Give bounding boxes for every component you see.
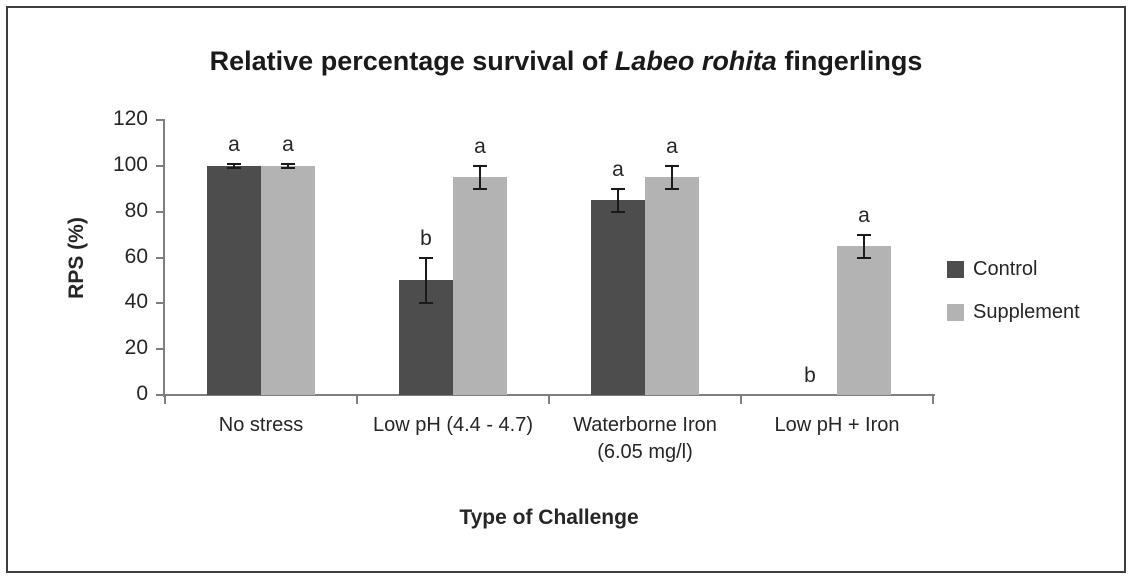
error-bar-cap-bottom-control-2	[611, 210, 625, 213]
legend-swatch-supplement	[947, 303, 964, 321]
error-bar-supplement-0	[287, 163, 289, 169]
error-bar-control-1	[425, 257, 427, 304]
error-bar-cap-bottom-supplement-2	[665, 187, 679, 190]
error-bar-cap-bottom-control-0	[227, 167, 241, 170]
chart-title: Relative percentage survival of Labeo ro…	[0, 46, 1132, 77]
legend-swatch-control	[947, 260, 964, 278]
significance-letter-control-0: a	[228, 132, 240, 156]
error-bar-cap-top-supplement-0	[281, 162, 295, 165]
y-tick-label-120: 120	[112, 107, 148, 130]
y-tick-120	[156, 119, 164, 121]
y-axis-line	[163, 119, 165, 397]
significance-letter-supplement-0: a	[282, 132, 294, 156]
y-tick-label-0: 0	[136, 382, 148, 405]
y-tick-label-80: 80	[124, 198, 148, 222]
x-category-label-2: Waterborne Iron (6.05 mg/l)	[573, 414, 717, 463]
error-bar-cap-top-supplement-3	[857, 233, 871, 236]
chart-title-species-italic: Labeo rohita	[614, 46, 777, 76]
bar-supplement-0	[261, 165, 315, 395]
x-tick-2	[548, 396, 550, 404]
error-bar-cap-bottom-control-1	[419, 302, 433, 305]
legend-item-control: Control	[947, 257, 1038, 280]
x-axis-line	[163, 394, 935, 396]
error-bar-control-0	[233, 163, 235, 169]
bar-control-2	[591, 200, 645, 395]
significance-letter-control-1: b	[420, 226, 432, 250]
y-tick-20	[156, 348, 164, 351]
y-tick-100	[156, 164, 164, 167]
error-bar-supplement-2	[671, 165, 673, 189]
bar-supplement-3	[837, 246, 891, 395]
legend-label-supplement: Supplement	[973, 300, 1080, 323]
error-bar-cap-bottom-supplement-3	[857, 256, 871, 259]
chart-title-suffix: fingerlings	[776, 46, 923, 76]
y-tick-80	[156, 210, 164, 213]
x-category-label-0: No stress	[218, 414, 304, 436]
error-bar-cap-bottom-supplement-0	[281, 167, 295, 170]
significance-letter-control-3: b	[804, 364, 816, 387]
error-bar-supplement-3	[863, 234, 865, 258]
x-tick-1	[356, 396, 358, 404]
y-tick-label-60: 60	[124, 244, 148, 268]
y-tick-0	[156, 394, 164, 396]
significance-letter-supplement-3: a	[858, 203, 870, 227]
significance-letter-control-2: a	[612, 157, 624, 181]
x-category-label-3: Low pH + Iron	[774, 414, 900, 436]
y-tick-60	[156, 256, 164, 259]
significance-letter-supplement-2: a	[666, 134, 678, 158]
error-bar-cap-top-control-1	[419, 256, 433, 259]
bar-control-0	[207, 165, 261, 395]
y-tick-40	[156, 302, 164, 305]
significance-letter-supplement-1: a	[474, 134, 486, 158]
error-bar-control-2	[617, 188, 619, 212]
error-bar-cap-top-supplement-2	[665, 164, 679, 167]
y-tick-label-100: 100	[112, 152, 148, 176]
x-category-label-1: Low pH (4.4 - 4.7)	[372, 414, 534, 436]
bar-supplement-1	[453, 177, 507, 395]
error-bar-cap-top-control-0	[227, 162, 241, 165]
error-bar-supplement-1	[479, 165, 481, 189]
error-bar-cap-top-supplement-1	[473, 164, 487, 167]
legend-item-supplement: Supplement	[947, 300, 1080, 323]
x-tick-3	[740, 396, 742, 404]
y-tick-label-20: 20	[124, 336, 148, 360]
y-tick-label-40: 40	[124, 290, 148, 314]
legend-label-control: Control	[973, 257, 1038, 280]
chart-title-prefix: Relative percentage survival of	[209, 46, 615, 76]
bar-supplement-2	[645, 177, 699, 395]
x-axis-title: Type of Challenge	[459, 506, 639, 529]
error-bar-cap-bottom-supplement-1	[473, 187, 487, 190]
x-tick-4	[932, 396, 934, 404]
x-tick-0	[164, 396, 166, 404]
error-bar-cap-top-control-2	[611, 187, 625, 190]
